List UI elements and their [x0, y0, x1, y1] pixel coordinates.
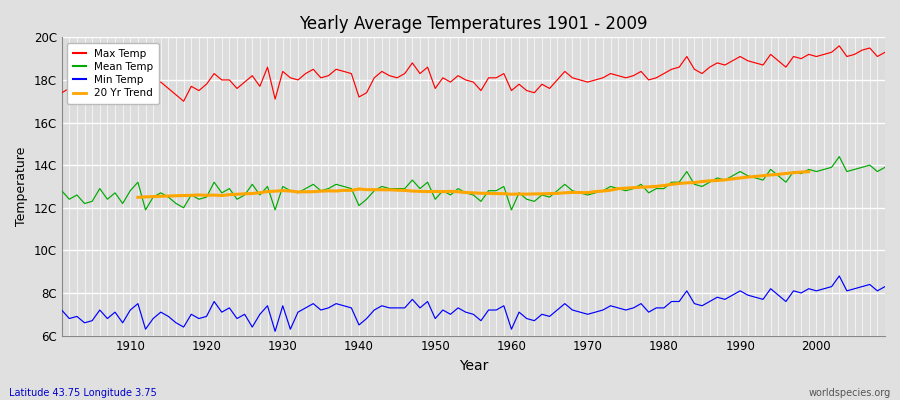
Text: Latitude 43.75 Longitude 3.75: Latitude 43.75 Longitude 3.75	[9, 388, 157, 398]
Legend: Max Temp, Mean Temp, Min Temp, 20 Yr Trend: Max Temp, Mean Temp, Min Temp, 20 Yr Tre…	[67, 42, 159, 104]
Title: Yearly Average Temperatures 1901 - 2009: Yearly Average Temperatures 1901 - 2009	[299, 15, 648, 33]
Text: worldspecies.org: worldspecies.org	[809, 388, 891, 398]
Y-axis label: Temperature: Temperature	[15, 147, 28, 226]
X-axis label: Year: Year	[459, 359, 488, 373]
